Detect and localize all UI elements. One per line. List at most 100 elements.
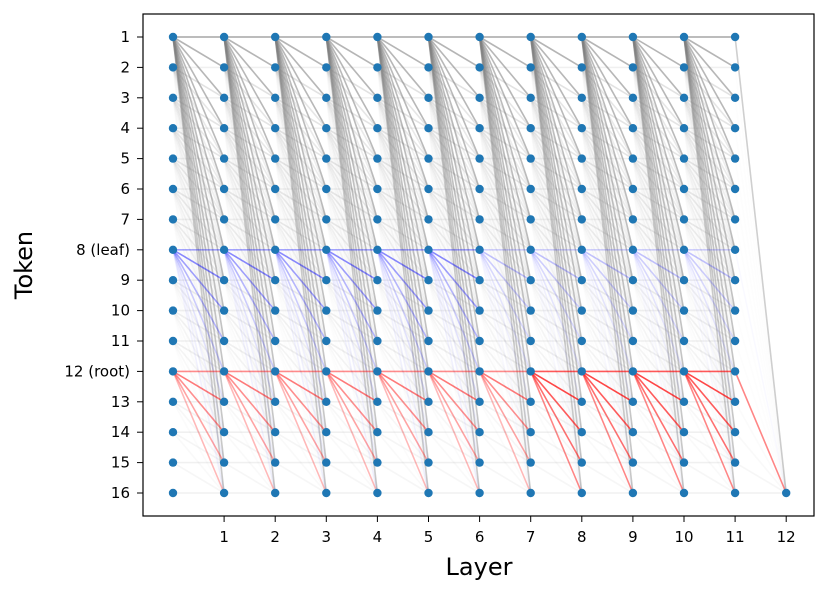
- attention-edge: [223, 36, 276, 220]
- attention-edge: [376, 66, 429, 99]
- attention-edge: [223, 97, 276, 220]
- token-point: [271, 276, 280, 285]
- attention-edge: [274, 370, 327, 433]
- token-point: [679, 336, 689, 346]
- attention-edge: [376, 127, 429, 160]
- attention-edge: [683, 36, 736, 433]
- attention-edge: [683, 219, 736, 311]
- attention-edge: [581, 36, 634, 190]
- token-point: [475, 124, 484, 133]
- attention-edge: [274, 36, 328, 190]
- attention-edge: [274, 309, 327, 342]
- attention-edge: [428, 431, 481, 464]
- attention-edge: [376, 188, 430, 251]
- attention-edge: [172, 36, 225, 129]
- attention-edge: [581, 157, 634, 190]
- attention-edge: [427, 97, 481, 251]
- attention-edge: [428, 97, 481, 129]
- attention-edge: [427, 97, 481, 281]
- attention-edge: [683, 340, 736, 373]
- attention-edge: [172, 401, 225, 433]
- attention-edge: [325, 97, 379, 251]
- attention-edge: [325, 401, 379, 464]
- token-point: [475, 397, 484, 406]
- attention-edge: [581, 36, 634, 69]
- token-point: [628, 215, 638, 224]
- attention-edge: [223, 157, 276, 190]
- attention-edge: [325, 127, 379, 281]
- attention-edge: [376, 310, 430, 403]
- token-point: [628, 336, 638, 346]
- x-tick-label: 9: [628, 528, 638, 546]
- token-point: [424, 184, 433, 194]
- attention-edge: [632, 127, 685, 220]
- attention-edge: [274, 67, 328, 190]
- token-point: [168, 124, 178, 133]
- y-tick-label: 1: [120, 28, 130, 46]
- token-point: [322, 306, 331, 315]
- attention-edge: [223, 97, 276, 129]
- attention-edge: [581, 36, 634, 342]
- attention-edge: [172, 36, 225, 342]
- attention-edge: [274, 249, 327, 312]
- attention-edge: [581, 370, 634, 433]
- attention-edge: [529, 158, 583, 311]
- attention-edge: [632, 66, 685, 129]
- attention-edge: [683, 127, 736, 160]
- token-point: [424, 154, 433, 163]
- token-point: [730, 306, 740, 315]
- attention-edge: [376, 36, 430, 190]
- token-point: [219, 215, 229, 224]
- attention-edge: [172, 36, 225, 402]
- attention-edge: [325, 188, 378, 221]
- attention-edge: [529, 158, 583, 342]
- attention-edge: [274, 97, 328, 281]
- attention-edge: [325, 188, 379, 251]
- attention-edge: [376, 157, 429, 190]
- token-point: [730, 124, 740, 133]
- token-point: [219, 154, 229, 163]
- attention-edge: [632, 67, 685, 251]
- token-point: [424, 124, 433, 133]
- attention-edge: [274, 36, 328, 372]
- attention-edge: [530, 127, 583, 190]
- attention-edge: [172, 218, 225, 281]
- attention-edge: [581, 188, 634, 281]
- attention-edge: [325, 158, 379, 281]
- attention-edge: [172, 310, 225, 372]
- token-point: [475, 63, 484, 72]
- attention-edge: [376, 249, 429, 281]
- attention-edge: [581, 219, 634, 372]
- attention-edge: [632, 431, 685, 494]
- attention-edge: [223, 36, 276, 311]
- attention-edge: [683, 127, 736, 220]
- attention-edge: [325, 36, 379, 281]
- attention-edge: [274, 66, 327, 99]
- token-point: [475, 93, 484, 103]
- attention-edge: [325, 279, 379, 342]
- attention-edge: [683, 188, 736, 221]
- attention-edge: [274, 158, 327, 251]
- attention-edge: [274, 36, 328, 159]
- y-tick-label: 6: [120, 180, 130, 198]
- token-point: [168, 458, 178, 467]
- attention-edge: [325, 67, 379, 251]
- token-point: [526, 32, 535, 42]
- attention-edge: [325, 158, 379, 220]
- attention-edge: [376, 249, 430, 342]
- attention-edge: [529, 67, 583, 251]
- token-point: [168, 488, 178, 498]
- attention-edge: [632, 66, 685, 99]
- attention-edge: [478, 97, 532, 160]
- attention-edge: [223, 371, 276, 463]
- attention-edge: [428, 127, 481, 160]
- attention-edge: [632, 127, 685, 190]
- attention-edge: [223, 370, 276, 433]
- attention-edge: [274, 340, 327, 373]
- attention-edge: [530, 188, 583, 281]
- token-point: [730, 93, 740, 103]
- attention-edge: [172, 158, 225, 281]
- token-point: [271, 336, 280, 346]
- attention-edge: [172, 340, 225, 403]
- token-point: [271, 124, 280, 133]
